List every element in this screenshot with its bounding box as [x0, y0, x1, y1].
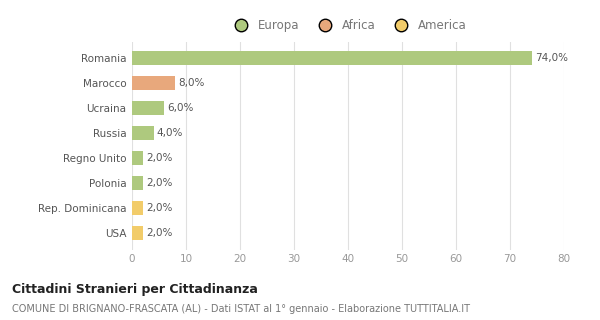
Bar: [132, 126, 154, 140]
Text: 8,0%: 8,0%: [178, 78, 205, 88]
Bar: [132, 151, 143, 165]
Text: 4,0%: 4,0%: [157, 128, 183, 138]
Bar: [132, 76, 175, 90]
Text: COMUNE DI BRIGNANO-FRASCATA (AL) - Dati ISTAT al 1° gennaio - Elaborazione TUTTI: COMUNE DI BRIGNANO-FRASCATA (AL) - Dati …: [12, 304, 470, 314]
Bar: [132, 226, 143, 240]
Text: 2,0%: 2,0%: [146, 153, 172, 163]
Bar: [132, 176, 143, 190]
Text: 2,0%: 2,0%: [146, 203, 172, 213]
Bar: [132, 201, 143, 215]
Text: 2,0%: 2,0%: [146, 228, 172, 238]
Text: Cittadini Stranieri per Cittadinanza: Cittadini Stranieri per Cittadinanza: [12, 283, 258, 296]
Legend: Europa, Africa, America: Europa, Africa, America: [224, 14, 472, 37]
Text: 6,0%: 6,0%: [167, 103, 194, 113]
Text: 2,0%: 2,0%: [146, 178, 172, 188]
Bar: [132, 101, 164, 115]
Bar: [132, 51, 532, 65]
Text: 74,0%: 74,0%: [535, 53, 568, 63]
